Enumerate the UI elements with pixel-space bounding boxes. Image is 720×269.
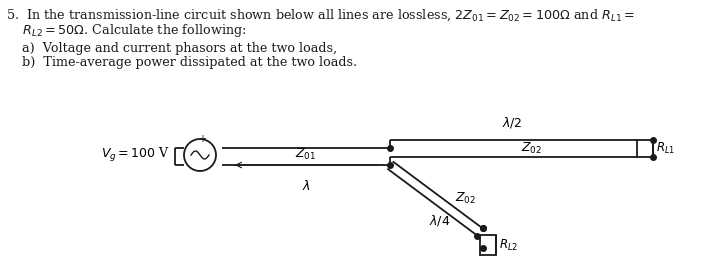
Bar [637, 140, 653, 157]
Text: $R_{L1}$: $R_{L1}$ [656, 140, 675, 155]
Text: +: + [198, 134, 206, 144]
Text: b)  Time-average power dissipated at the two loads.: b) Time-average power dissipated at the … [6, 56, 357, 69]
Text: $Z_{02}$: $Z_{02}$ [521, 140, 542, 155]
Text: a)  Voltage and current phasors at the two loads,: a) Voltage and current phasors at the tw… [6, 42, 337, 55]
Text: $R_{L2}$: $R_{L2}$ [499, 238, 518, 253]
Text: $Z_{02}$: $Z_{02}$ [455, 190, 476, 206]
Text: $Z_{01}$: $Z_{01}$ [295, 146, 317, 162]
Text: 5.  In the transmission-line circuit shown below all lines are lossless, $2Z_{01: 5. In the transmission-line circuit show… [6, 8, 635, 23]
Bar [480, 235, 496, 255]
Text: $\lambda/4$: $\lambda/4$ [429, 213, 451, 228]
Text: $\lambda$: $\lambda$ [302, 179, 310, 193]
Text: $\lambda/2$: $\lambda/2$ [502, 115, 522, 130]
Text: −: − [198, 166, 206, 176]
Text: $R_{L2} = 50\Omega$. Calculate the following:: $R_{L2} = 50\Omega$. Calculate the follo… [6, 22, 246, 39]
Text: $V_g = 100$ V: $V_g = 100$ V [101, 146, 170, 164]
